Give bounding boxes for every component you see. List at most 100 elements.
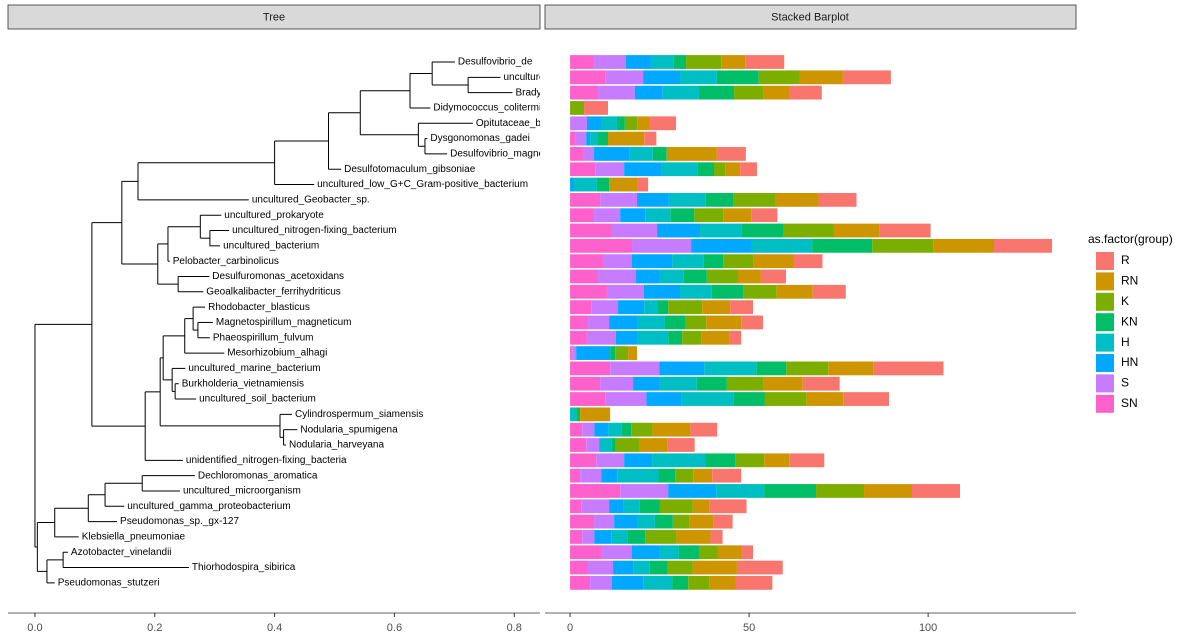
bar-segment xyxy=(574,177,597,192)
bar-segment xyxy=(597,131,609,146)
bar-segment xyxy=(570,162,596,177)
bar-segment xyxy=(696,376,727,391)
bar-segment xyxy=(570,223,612,238)
bar-segment xyxy=(723,254,754,269)
legend-label: R xyxy=(1121,253,1130,267)
bar-segment xyxy=(672,514,690,529)
bar-segment xyxy=(879,223,931,238)
bar-segment xyxy=(570,70,606,85)
bar-segment xyxy=(659,376,697,391)
bar-segment xyxy=(633,560,650,575)
bar-segment xyxy=(682,330,702,345)
bar-segment xyxy=(594,147,630,161)
bar-segment xyxy=(717,545,742,560)
bar-segment xyxy=(611,575,644,590)
tip-label: uncultured_marine_bacterium xyxy=(188,363,320,374)
bar-segment xyxy=(649,560,668,575)
bar-segment xyxy=(652,147,667,161)
bar-segment xyxy=(688,575,710,590)
bar-segment xyxy=(591,300,619,315)
legend-label: SN xyxy=(1121,396,1138,410)
bar-segment xyxy=(594,55,626,69)
bar-segment xyxy=(842,70,891,85)
bar-segment xyxy=(799,70,843,85)
bar-segment xyxy=(635,269,660,284)
bar-segment xyxy=(637,177,649,192)
bar-segment xyxy=(590,575,612,590)
bar-segment xyxy=(603,254,633,269)
bar-segment xyxy=(789,453,825,468)
bar-segment xyxy=(570,438,587,452)
bar-segment xyxy=(570,346,573,360)
bar-segment xyxy=(570,85,598,100)
bar-segment xyxy=(637,315,665,330)
bar-segment xyxy=(751,238,813,253)
legend-label: RN xyxy=(1121,274,1138,288)
bar-segment xyxy=(645,208,671,223)
bar-segment xyxy=(584,101,609,115)
bar-segment xyxy=(621,422,632,437)
bar-segment xyxy=(701,330,730,345)
bar-segment xyxy=(764,453,790,468)
legend-label: H xyxy=(1121,335,1130,349)
bar-segment xyxy=(816,484,865,498)
bar-segment xyxy=(789,85,822,100)
bar-segment xyxy=(570,315,588,330)
bar-segment xyxy=(658,468,676,483)
tip-label: uncultured_Geobacter_sp. xyxy=(252,195,370,206)
bar-segment xyxy=(611,223,658,238)
tip-label: Desulfuromonas_acetoxidans xyxy=(212,271,344,282)
bar-segment xyxy=(580,468,602,483)
tree: Desulfovibrio_de unculture Brady Didymococc… xyxy=(34,57,540,589)
bar-segment xyxy=(608,131,645,146)
bar-segment xyxy=(586,330,616,345)
bar-segment xyxy=(716,70,759,85)
bar-segment xyxy=(644,131,657,146)
bar-segment xyxy=(806,392,844,406)
bar-segment xyxy=(570,560,588,575)
bar-segment xyxy=(659,269,684,284)
bar-segment xyxy=(570,499,582,514)
legend-key xyxy=(1096,292,1114,311)
tip-label: uncultured_microorganism xyxy=(183,486,301,497)
bar-segment xyxy=(735,453,765,468)
tip-label: Dechloromonas_aromatica xyxy=(198,470,318,481)
bar-segment xyxy=(872,238,934,253)
bar-segment xyxy=(620,208,646,223)
bar-segment xyxy=(733,192,776,207)
bar-segment xyxy=(802,376,840,391)
bar-segment xyxy=(576,346,611,360)
bar-segment xyxy=(570,484,621,498)
bar-segment xyxy=(570,407,577,422)
bar-segment xyxy=(783,223,834,238)
legend-label: S xyxy=(1121,376,1129,390)
tip-label: Pseudomonas_stutzeri xyxy=(58,578,160,589)
bar-segment xyxy=(698,545,718,560)
bar-segment xyxy=(613,560,634,575)
tip-label: Azotobacter_vinelandii xyxy=(71,547,172,558)
bar-segment xyxy=(654,514,673,529)
bar-segment xyxy=(672,575,689,590)
bar-segment xyxy=(760,269,786,284)
bar-segment xyxy=(725,162,741,177)
bar-segment xyxy=(611,438,616,452)
bar-segment xyxy=(582,147,595,161)
legend-key xyxy=(1096,313,1114,332)
bar-segment xyxy=(662,85,699,100)
bar-segment xyxy=(601,116,617,131)
bar-segment xyxy=(570,147,583,161)
bar-segment xyxy=(632,254,673,269)
x-tick-label: 100 xyxy=(919,622,937,634)
bar-segment xyxy=(709,575,736,590)
bar-segment xyxy=(764,392,807,406)
bar-segment xyxy=(624,162,662,177)
x-tick-label: 0.8 xyxy=(507,622,522,634)
bar-segment xyxy=(628,346,638,360)
bar-segment xyxy=(623,499,640,514)
bar-segment xyxy=(575,131,587,146)
bar-segment xyxy=(590,131,598,146)
tip-label: Cylindrospermum_siamensis xyxy=(295,409,423,420)
bar-segment xyxy=(659,361,705,376)
bar-segment xyxy=(672,254,704,269)
tip-label: Phaeospirillum_fulvum xyxy=(213,332,314,343)
